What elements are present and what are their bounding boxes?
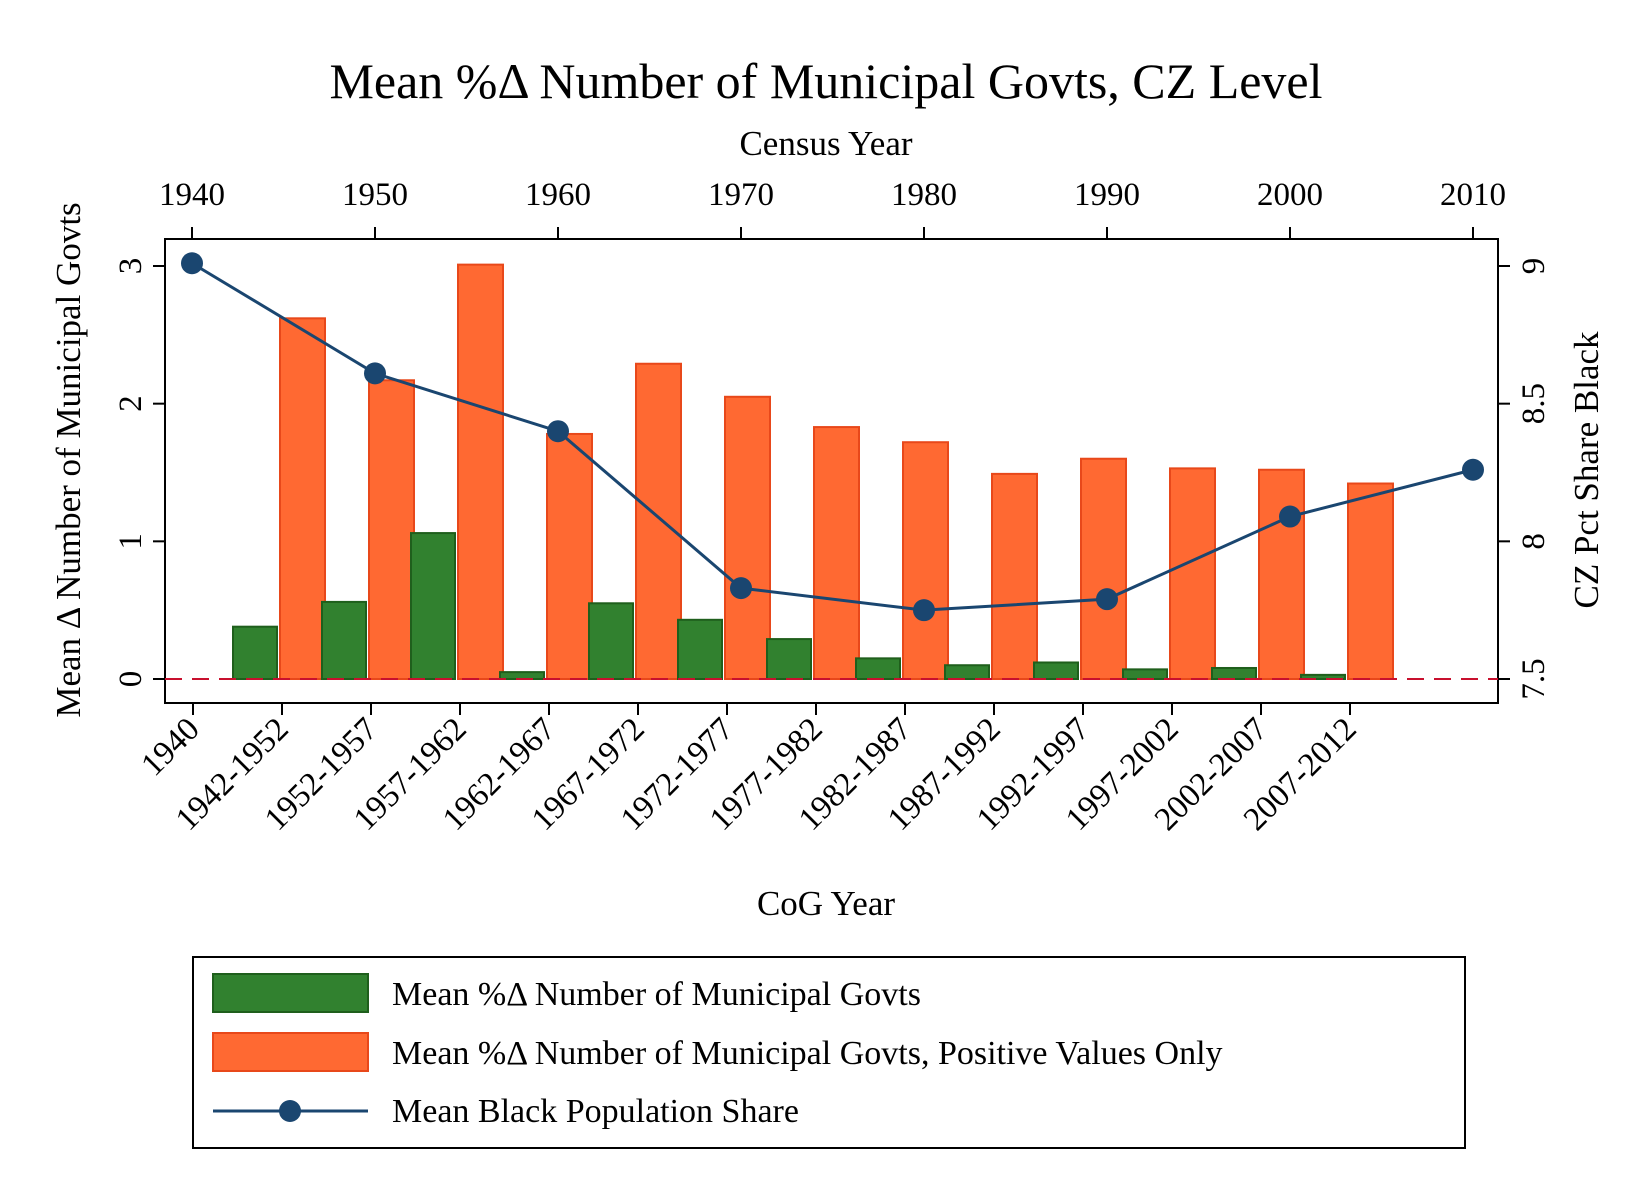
- y-right-tick-label: 8: [1516, 533, 1552, 550]
- y-tick-label: 2: [113, 395, 149, 412]
- line-series-black-share: [191, 261, 1474, 612]
- legend-label-navy: Mean Black Population Share: [392, 1093, 799, 1130]
- x-tick-label: 1940: [135, 711, 207, 783]
- line-point: [1462, 458, 1484, 481]
- bar-orange: [1258, 468, 1305, 680]
- bar-orange: [813, 426, 860, 680]
- bar-green: [1300, 673, 1346, 680]
- bar-orange: [1347, 482, 1394, 680]
- bar-orange: [1080, 457, 1127, 680]
- legend-swatch-green: [212, 973, 369, 1013]
- bar-green: [677, 618, 723, 681]
- plot-area: 0 1 2 3 7.5 8 8.5 9 1940 1950 1960 1970 1980 1990 2000…: [113, 177, 1552, 838]
- y-right-tick-label: 9: [1516, 258, 1552, 275]
- legend: Mean %Δ Number of Municipal Govts Mean %…: [192, 956, 1466, 1149]
- bar-orange: [546, 432, 593, 680]
- line-point: [181, 252, 203, 275]
- bar-orange: [279, 317, 326, 680]
- legend-swatch-orange: [212, 1032, 369, 1072]
- x-axis-title: CoG Year: [757, 884, 895, 923]
- legend-frame: [192, 956, 1466, 1149]
- line-point: [547, 420, 569, 443]
- plot-frame: [164, 238, 1499, 704]
- bar-green: [410, 532, 456, 680]
- bar-green: [944, 664, 990, 681]
- bar-green: [321, 600, 367, 681]
- top-tick-label: 2000: [1257, 177, 1323, 213]
- bar-orange: [368, 379, 415, 680]
- line-point: [364, 362, 386, 385]
- bar-green: [232, 625, 278, 680]
- y-axis-title: Mean Δ Number of Municipal Govts: [49, 202, 88, 717]
- line-point: [1096, 588, 1118, 611]
- y-tick-label: 1: [113, 533, 149, 550]
- bar-orange: [902, 441, 949, 681]
- top-tick-label: 1970: [708, 177, 774, 213]
- y-right-tick-label: 8.5: [1516, 383, 1552, 424]
- bar-green: [855, 657, 901, 680]
- top-tick-label: 2010: [1440, 177, 1506, 213]
- top-tick-label: 1960: [525, 177, 591, 213]
- bar-green: [766, 638, 812, 680]
- bar-green: [1122, 668, 1168, 681]
- y-tick-label: 0: [113, 671, 149, 688]
- bar-green: [499, 671, 545, 680]
- chart-title: Mean %Δ Number of Municipal Govts, CZ Le…: [329, 53, 1322, 109]
- top-axis-title: Census Year: [739, 124, 912, 163]
- bar-green: [1211, 666, 1257, 681]
- bar-green: [588, 602, 634, 680]
- legend-label-orange: Mean %Δ Number of Municipal Govts, Posit…: [392, 1035, 1223, 1072]
- line-point: [913, 599, 935, 622]
- bar-orange: [1169, 467, 1216, 680]
- y-right-axis-title: CZ Pct Share Black: [1567, 331, 1606, 609]
- legend-label-green: Mean %Δ Number of Municipal Govts: [392, 976, 921, 1013]
- legend-marker-navy: [279, 1100, 301, 1122]
- line-point: [1279, 505, 1301, 528]
- bar-orange: [991, 472, 1038, 681]
- top-tick-label: 1990: [1074, 177, 1140, 213]
- line-point: [730, 577, 752, 600]
- top-tick-label: 1980: [891, 177, 957, 213]
- bar-orange: [724, 395, 771, 680]
- bar-orange: [457, 263, 504, 680]
- bar-green: [1033, 661, 1079, 680]
- top-tick-label: 1940: [159, 177, 225, 213]
- y-right-tick-label: 7.5: [1516, 658, 1552, 699]
- top-tick-label: 1950: [342, 177, 408, 213]
- y-tick-label: 3: [113, 258, 149, 275]
- bar-orange: [635, 362, 682, 680]
